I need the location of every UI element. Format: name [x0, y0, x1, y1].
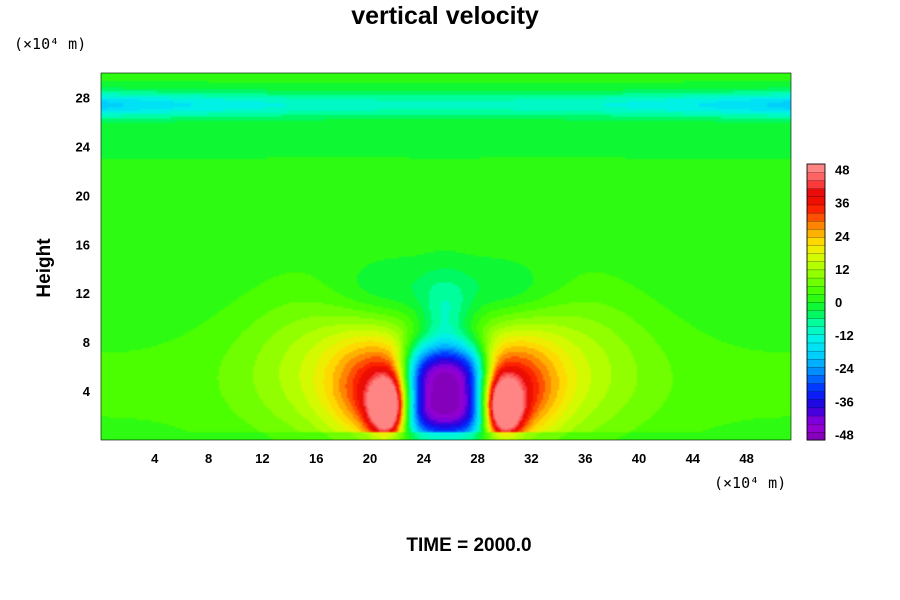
plot-frame [100, 72, 792, 441]
velocity-field-image [101, 73, 791, 440]
x-axis-ticks: 4 8 12 16 20 24 28 32 36 40 44 48 [151, 451, 754, 466]
colorbar-tick-label: 12 [835, 262, 849, 277]
colorbar-band [806, 374, 826, 384]
colorbar-ticks: -48 -36 -24 -12 0 12 24 36 48 [835, 163, 855, 443]
colorbar-band [806, 334, 826, 344]
colorbar-tick-label: 36 [835, 196, 849, 211]
colorbar: -48 -36 -24 -12 0 12 24 36 48 [806, 163, 855, 443]
y-tick-label: 28 [76, 90, 90, 105]
x-tick-label: 20 [363, 451, 377, 466]
colorbar-band [806, 293, 826, 303]
x-tick-label: 36 [578, 451, 592, 466]
colorbar-band [806, 228, 826, 238]
colorbar-band [806, 309, 826, 319]
colorbar-band [806, 431, 826, 441]
colorbar-band [806, 180, 826, 189]
y-tick-label: 8 [83, 335, 90, 350]
x-tick-label: 32 [524, 451, 538, 466]
y-unit-label: (×10⁴ m) [14, 35, 86, 53]
colorbar-band [806, 277, 826, 287]
colorbar-band [806, 342, 826, 352]
x-tick-label: 12 [255, 451, 269, 466]
colorbar-band [806, 171, 826, 181]
colorbar-band [806, 350, 826, 360]
x-tick-label: 44 [686, 451, 701, 466]
colorbar-band [806, 163, 826, 173]
colorbar-band [806, 188, 826, 197]
x-unit-label: (×10⁴ m) [714, 474, 786, 492]
time-label: TIME = 2000.0 [406, 535, 531, 556]
x-tick-label: 16 [309, 451, 323, 466]
plot-area [100, 72, 792, 441]
colorbar-band [806, 245, 826, 254]
colorbar-band [806, 285, 826, 295]
colorbar-band [806, 318, 826, 327]
colorbar-band [806, 196, 826, 206]
y-axis-label: Height [34, 238, 55, 298]
colorbar-band [806, 236, 826, 246]
y-tick-label: 12 [76, 286, 90, 301]
colorbar-band [806, 391, 826, 400]
colorbar-band [806, 415, 826, 425]
x-tick-label: 48 [739, 451, 753, 466]
colorbar-tick-label: -48 [835, 427, 854, 442]
x-tick-label: 40 [632, 451, 646, 466]
x-tick-label: 24 [417, 451, 432, 466]
x-tick-label: 28 [470, 451, 484, 466]
colorbar-band [806, 399, 826, 409]
y-tick-label: 20 [76, 188, 90, 203]
y-tick-label: 24 [76, 139, 91, 154]
colorbar-tick-label: 24 [835, 229, 850, 244]
colorbar-band [806, 326, 826, 335]
colorbar-band [806, 301, 826, 311]
colorbar-tick-label: -12 [835, 328, 854, 343]
y-tick-label: 4 [83, 384, 91, 399]
colorbar-frame [806, 163, 826, 441]
colorbar-band [806, 204, 826, 214]
x-tick-label: 4 [151, 451, 159, 466]
y-axis-ticks: 4 8 12 16 20 24 28 [76, 90, 91, 399]
chart-title: vertical velocity [351, 2, 539, 30]
colorbar-band [806, 358, 826, 368]
colorbar-tick-label: 48 [835, 163, 849, 178]
colorbar-band [806, 269, 826, 279]
colorbar-tick-label: 0 [835, 295, 842, 310]
colorbar-band [806, 212, 826, 222]
colorbar-bands [806, 163, 826, 441]
colorbar-tick-label: -36 [835, 394, 854, 409]
colorbar-band [806, 366, 826, 376]
colorbar-band [806, 383, 826, 392]
colorbar-tick-label: -24 [835, 361, 855, 376]
colorbar-band [806, 220, 826, 230]
x-tick-label: 8 [205, 451, 212, 466]
y-tick-label: 16 [76, 237, 90, 252]
colorbar-band [806, 423, 826, 433]
colorbar-band [806, 407, 826, 417]
colorbar-band [806, 253, 826, 262]
colorbar-band [806, 261, 826, 271]
